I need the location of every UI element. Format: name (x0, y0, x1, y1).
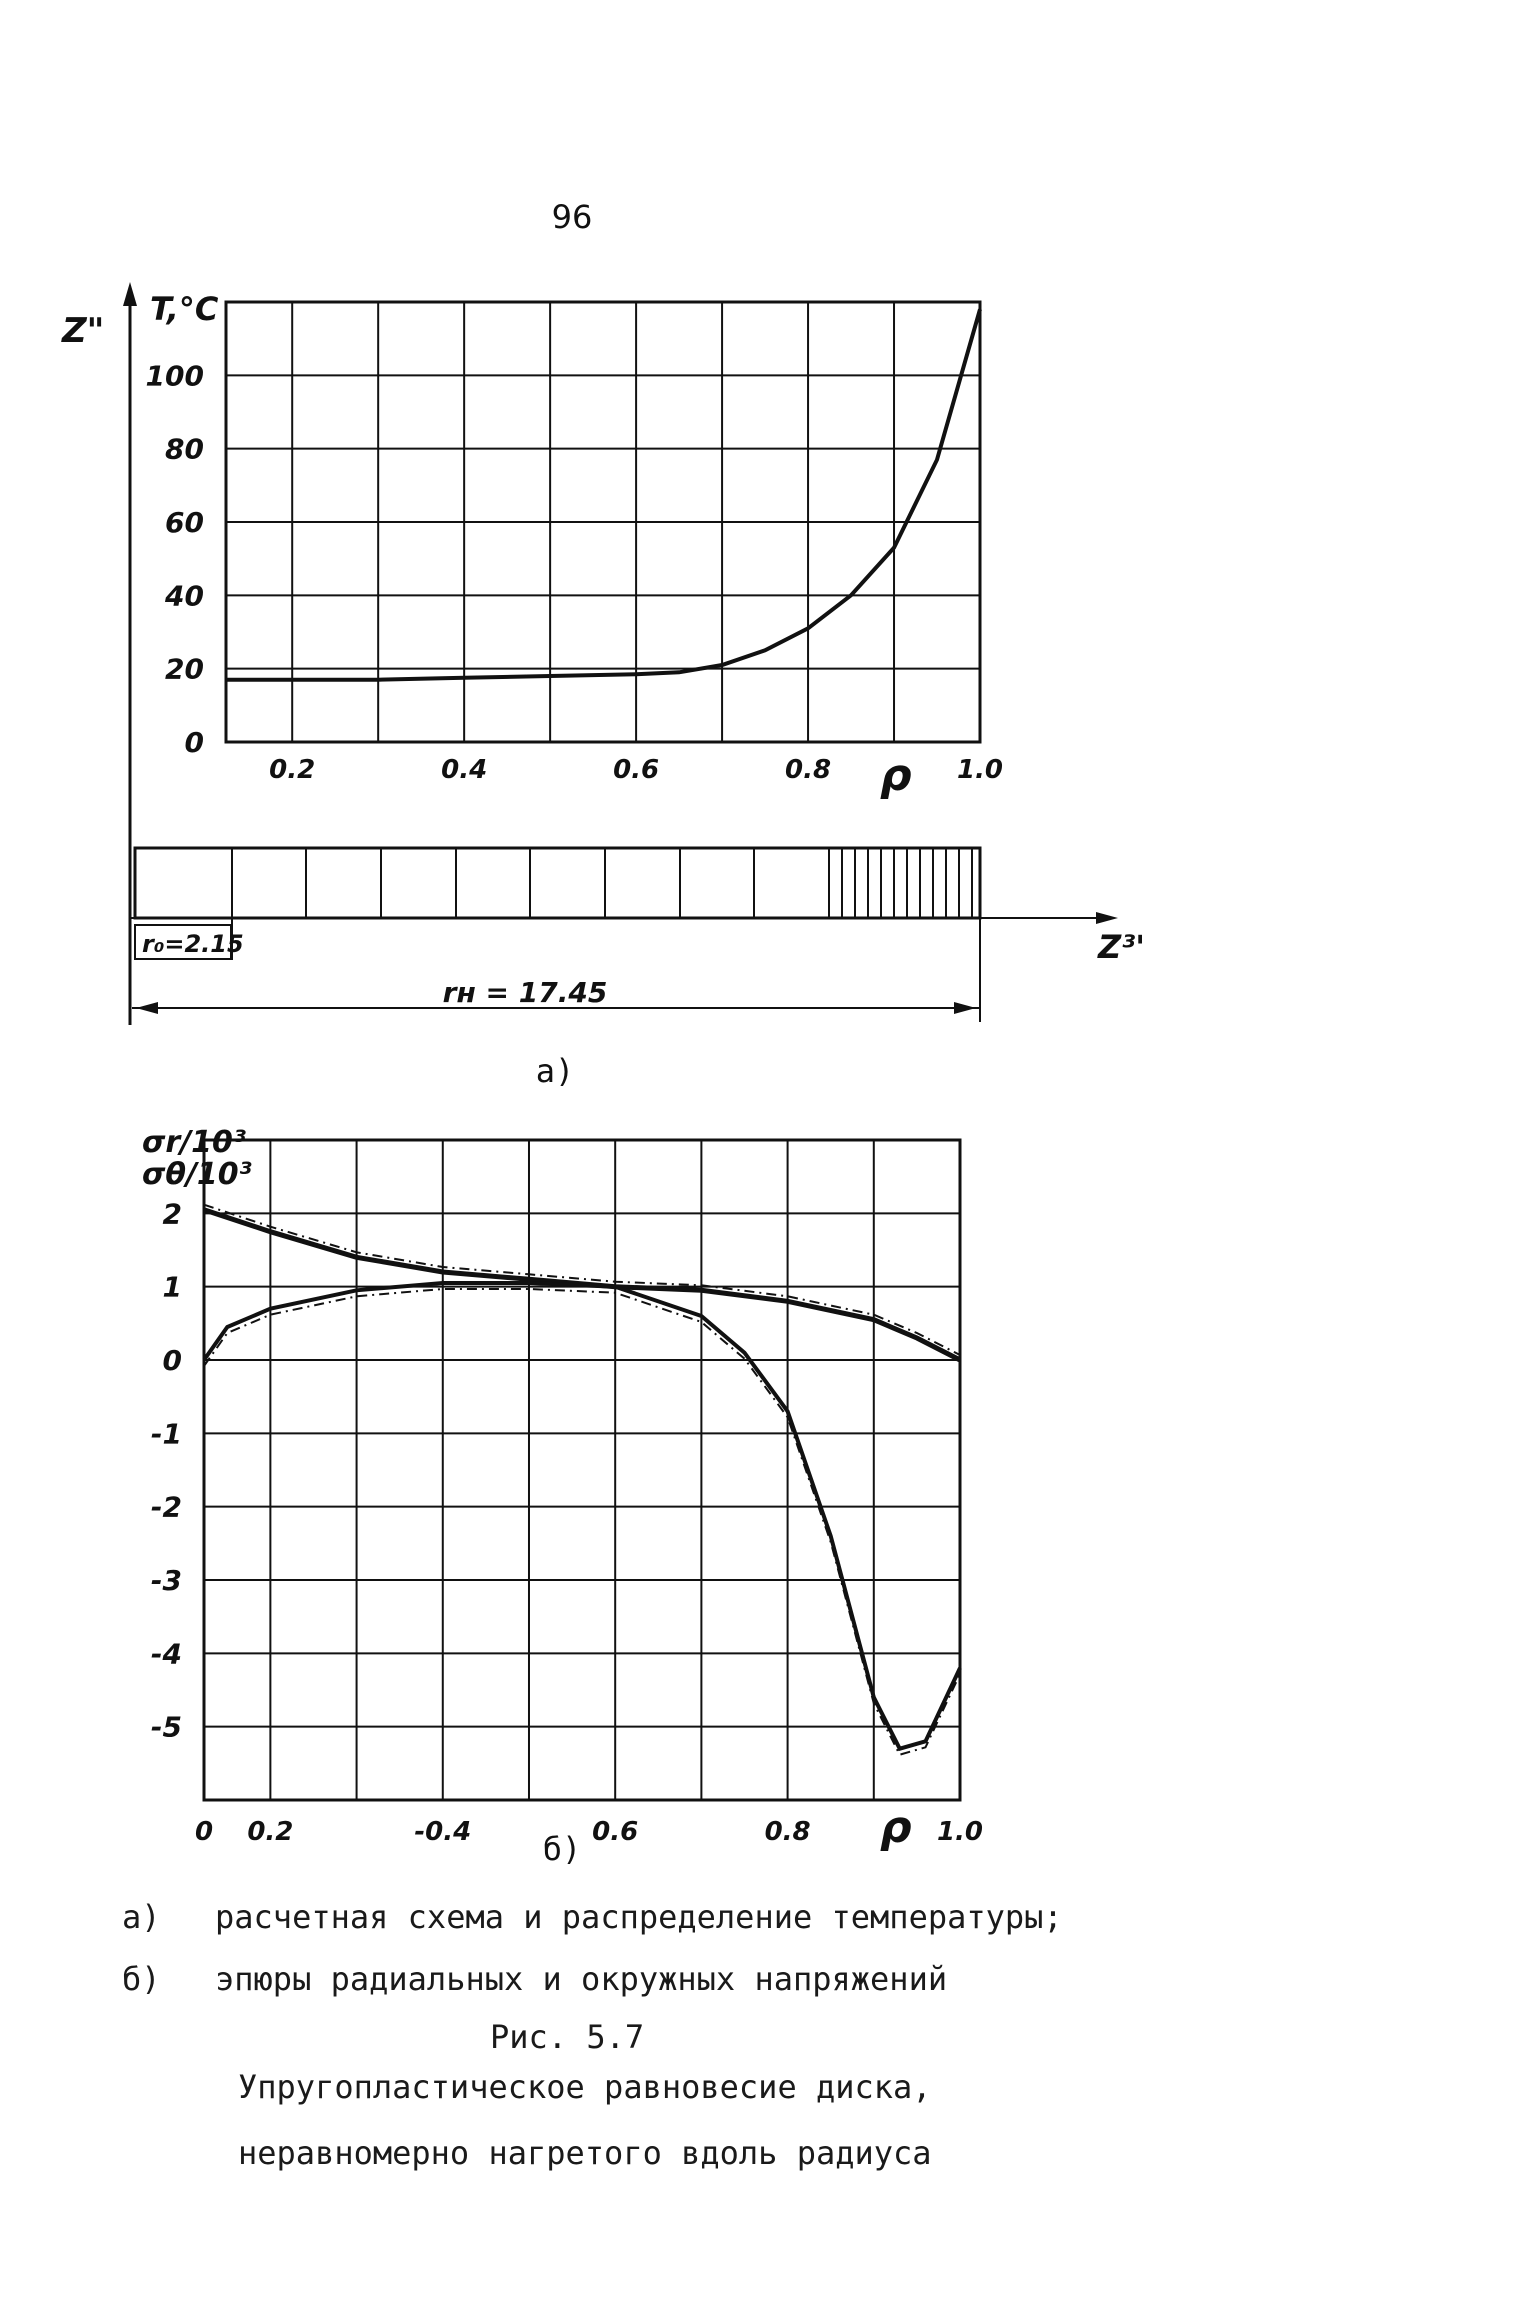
z-axis-label: Z" (61, 311, 104, 351)
outer-radius-label: rн = 17.45 (443, 976, 608, 1009)
y-tick-label: -4 (151, 1637, 182, 1670)
inner-radius-label: r₀=2.15 (142, 930, 244, 958)
radial-stress-curve-dashdot (203, 1203, 961, 1356)
stress-x-axis-label: ρ (880, 1802, 912, 1853)
y-tick-label: -1 (151, 1417, 182, 1450)
panel-b-label: б) (543, 1830, 582, 1868)
page-number: 96 (552, 198, 593, 236)
x-tick-label: 1.0 (937, 1817, 983, 1847)
stress-y-axis-label-1: σr/10³ (142, 1125, 246, 1160)
y-tick-label: 100 (146, 359, 204, 392)
stress-x-tick-labels: 0 0.2 -0.4 0.6 0.8 1.0 (195, 1817, 983, 1847)
temperature-x-axis-label: ρ (880, 750, 912, 801)
figure-title-line-2: неравномерно нагретого вдоль радиуса (238, 2134, 932, 2172)
caption-a-text: расчетная схема и распределение температ… (215, 1898, 1063, 1936)
temperature-x-tick-labels: 0.2 0.4 0.6 0.8 1.0 (269, 755, 1003, 785)
y-tick-label: 1 (163, 1271, 182, 1304)
caption-b-marker: б) (122, 1960, 161, 1998)
x-tick-label: -0.4 (414, 1817, 471, 1847)
hoop-stress-curve-dashdot (203, 1288, 961, 1756)
y-tick-label: 80 (165, 433, 204, 466)
x-tick-label: 0.6 (592, 1817, 638, 1847)
hoop-stress-curve (202, 1281, 962, 1752)
disk-schematic: Z³' r₀=2.15 rн = 17.45 (130, 846, 1145, 1022)
figure-title-line-1: Упругопластическое равновесие диска, (238, 2068, 932, 2106)
caption-a-marker: а) (122, 1898, 161, 1936)
y-tick-label: 40 (164, 579, 204, 612)
x-tick-label: 0.8 (765, 1817, 811, 1847)
stress-chart: 2 1 0 -1 -2 -3 -4 -5 0 0.2 -0.4 0.6 0.8 1.0 σr/10³ σ… (142, 1125, 983, 1853)
y-tick-label: -2 (151, 1491, 182, 1524)
z-axis: Z" (61, 282, 137, 1025)
stress-grid (202, 1138, 962, 1802)
stress-y-tick-labels: 2 1 0 -1 -2 -3 -4 -5 (151, 1197, 182, 1743)
y-tick-label: -3 (151, 1564, 182, 1597)
temperature-curve (226, 308, 982, 682)
x-tick-label: 0.2 (247, 1817, 293, 1847)
temperature-chart: 0 20 40 60 80 100 0.2 0.4 0.6 0.8 1.0 T,°C ρ (146, 290, 1003, 801)
y-tick-label: 0 (163, 1344, 182, 1377)
plot-frame (202, 1138, 962, 1802)
stress-y-axis-label-2: σθ/10³ (142, 1157, 252, 1192)
temperature-y-tick-labels: 0 20 40 60 80 100 (146, 359, 204, 759)
x-tick-label: 0.4 (441, 755, 487, 785)
y-tick-label: 0 (185, 726, 204, 759)
figure-number: Рис. 5.7 (490, 2018, 645, 2056)
caption-b-text: эпюры радиальных и окружных напряжений (215, 1960, 948, 1998)
y-tick-label: 2 (163, 1197, 182, 1230)
x-tick-label: 0.6 (613, 755, 659, 785)
y-tick-label: 20 (165, 653, 204, 686)
x-tick-label: 0 (195, 1817, 213, 1847)
x-tick-label: 0.8 (785, 755, 831, 785)
panel-a-label: а) (536, 1052, 575, 1090)
disk-subdivision-lines (231, 848, 973, 918)
x-tick-label: 1.0 (957, 755, 1003, 785)
temperature-y-axis-label: T,°C (150, 290, 219, 328)
y-tick-label: -5 (151, 1711, 182, 1744)
x-tick-label: 0.2 (269, 755, 315, 785)
temperature-grid (224, 300, 982, 744)
y-tick-label: 60 (165, 506, 204, 539)
z3-axis-label: Z³' (1097, 928, 1145, 966)
